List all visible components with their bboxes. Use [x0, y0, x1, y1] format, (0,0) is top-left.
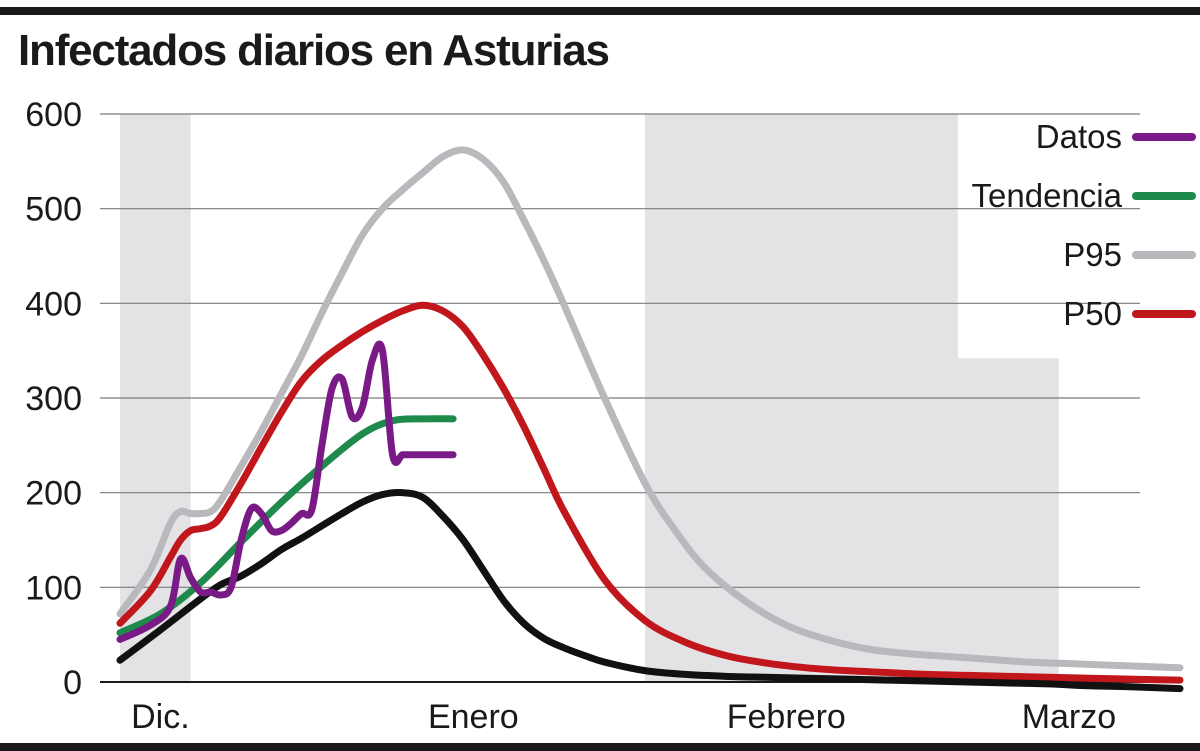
- legend-label-p95: P95: [1063, 236, 1122, 273]
- x-tick-label: Dic.: [131, 698, 190, 736]
- y-tick-label: 400: [25, 285, 82, 323]
- y-tick-label: 100: [25, 569, 82, 607]
- y-tick-label: 200: [25, 475, 82, 513]
- y-tick-label: 600: [25, 96, 82, 134]
- series-line-tendencia: [116, 415, 457, 637]
- y-axis-ticks: 0 100 200 300 400 500 600: [25, 96, 82, 702]
- series-line-p95: [116, 146, 1184, 672]
- x-tick-label: Febrero: [727, 698, 846, 736]
- legend: Datos Tendencia P95 P50: [972, 118, 1196, 332]
- legend-label-p50: P50: [1063, 295, 1122, 332]
- x-tick-label: Marzo: [1022, 698, 1116, 736]
- x-tick-label: Enero: [428, 698, 519, 736]
- y-tick-label: 500: [25, 191, 82, 229]
- y-tick-label: 0: [63, 664, 82, 702]
- top-rule: [0, 7, 1200, 15]
- series-line-p50: [116, 301, 1184, 684]
- series-line-datos: [116, 340, 457, 643]
- legend-label-datos: Datos: [1036, 118, 1122, 155]
- series-line-base-curve: [116, 489, 1184, 693]
- x-axis-ticks: Dic. Enero Febrero Marzo: [131, 698, 1116, 736]
- y-tick-label: 300: [25, 380, 82, 418]
- bottom-rule: [0, 743, 1200, 751]
- chart-title: Infectados diarios en Asturias: [18, 26, 610, 75]
- series-lines: [116, 146, 1184, 693]
- shaded-band-2: [957, 358, 1059, 682]
- legend-label-tendencia: Tendencia: [972, 177, 1123, 214]
